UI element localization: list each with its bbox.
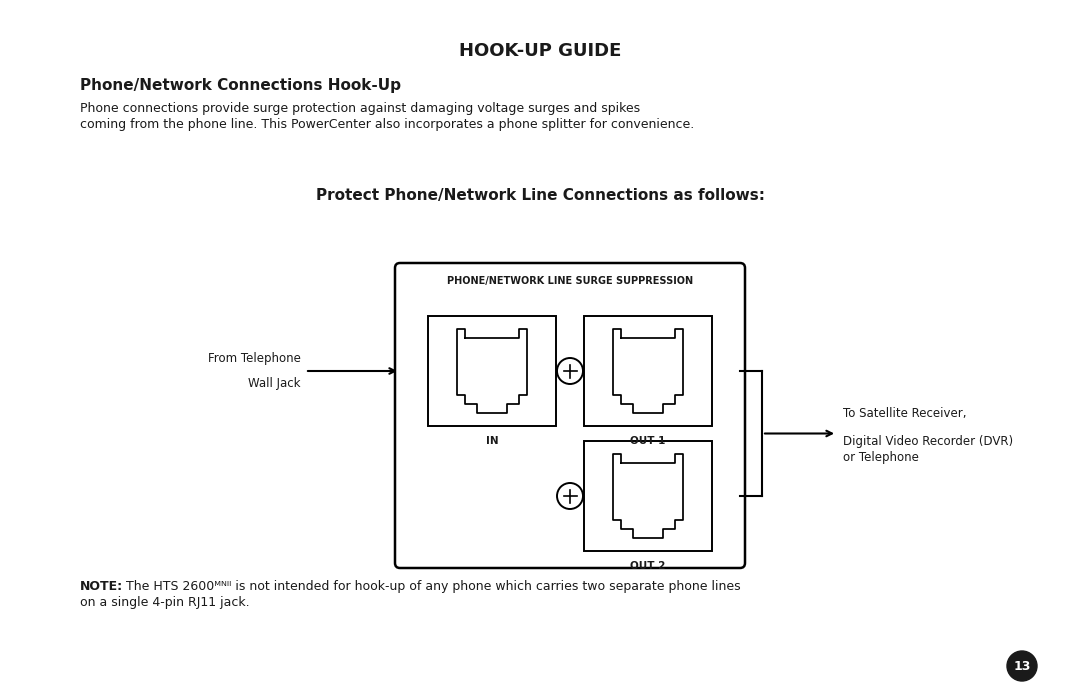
Bar (584, 441, 712, 551)
Bar (584, 316, 712, 426)
Text: HOOK-UP GUIDE: HOOK-UP GUIDE (459, 42, 621, 60)
Text: Wall Jack: Wall Jack (248, 377, 301, 390)
Text: OUT 1: OUT 1 (631, 436, 665, 446)
Text: or Telephone: or Telephone (843, 450, 919, 463)
Bar (428, 316, 556, 426)
FancyBboxPatch shape (395, 263, 745, 568)
Text: on a single 4-pin RJ11 jack.: on a single 4-pin RJ11 jack. (80, 596, 249, 609)
Circle shape (1007, 651, 1037, 681)
Text: Protect Phone/Network Line Connections as follows:: Protect Phone/Network Line Connections a… (315, 188, 765, 203)
Text: coming from the phone line. This PowerCenter also incorporates a phone splitter : coming from the phone line. This PowerCe… (80, 118, 694, 131)
Text: The HTS 2600ᴹᴺᴵᴵ is not intended for hook-up of any phone which carries two sepa: The HTS 2600ᴹᴺᴵᴵ is not intended for hoo… (122, 580, 741, 593)
Text: PHONE/NETWORK LINE SURGE SUPPRESSION: PHONE/NETWORK LINE SURGE SUPPRESSION (447, 276, 693, 286)
Text: From Telephone: From Telephone (208, 352, 301, 365)
Text: Phone/Network Connections Hook-Up: Phone/Network Connections Hook-Up (80, 78, 401, 93)
Text: 13: 13 (1013, 660, 1030, 672)
Text: IN: IN (486, 436, 498, 446)
Text: NOTE:: NOTE: (80, 580, 123, 593)
Text: To Satellite Receiver,: To Satellite Receiver, (843, 406, 967, 419)
Text: Phone connections provide surge protection against damaging voltage surges and s: Phone connections provide surge protecti… (80, 102, 640, 115)
Text: Digital Video Recorder (DVR): Digital Video Recorder (DVR) (843, 434, 1013, 447)
Text: OUT 2: OUT 2 (631, 561, 665, 571)
Circle shape (557, 483, 583, 509)
Circle shape (557, 358, 583, 384)
